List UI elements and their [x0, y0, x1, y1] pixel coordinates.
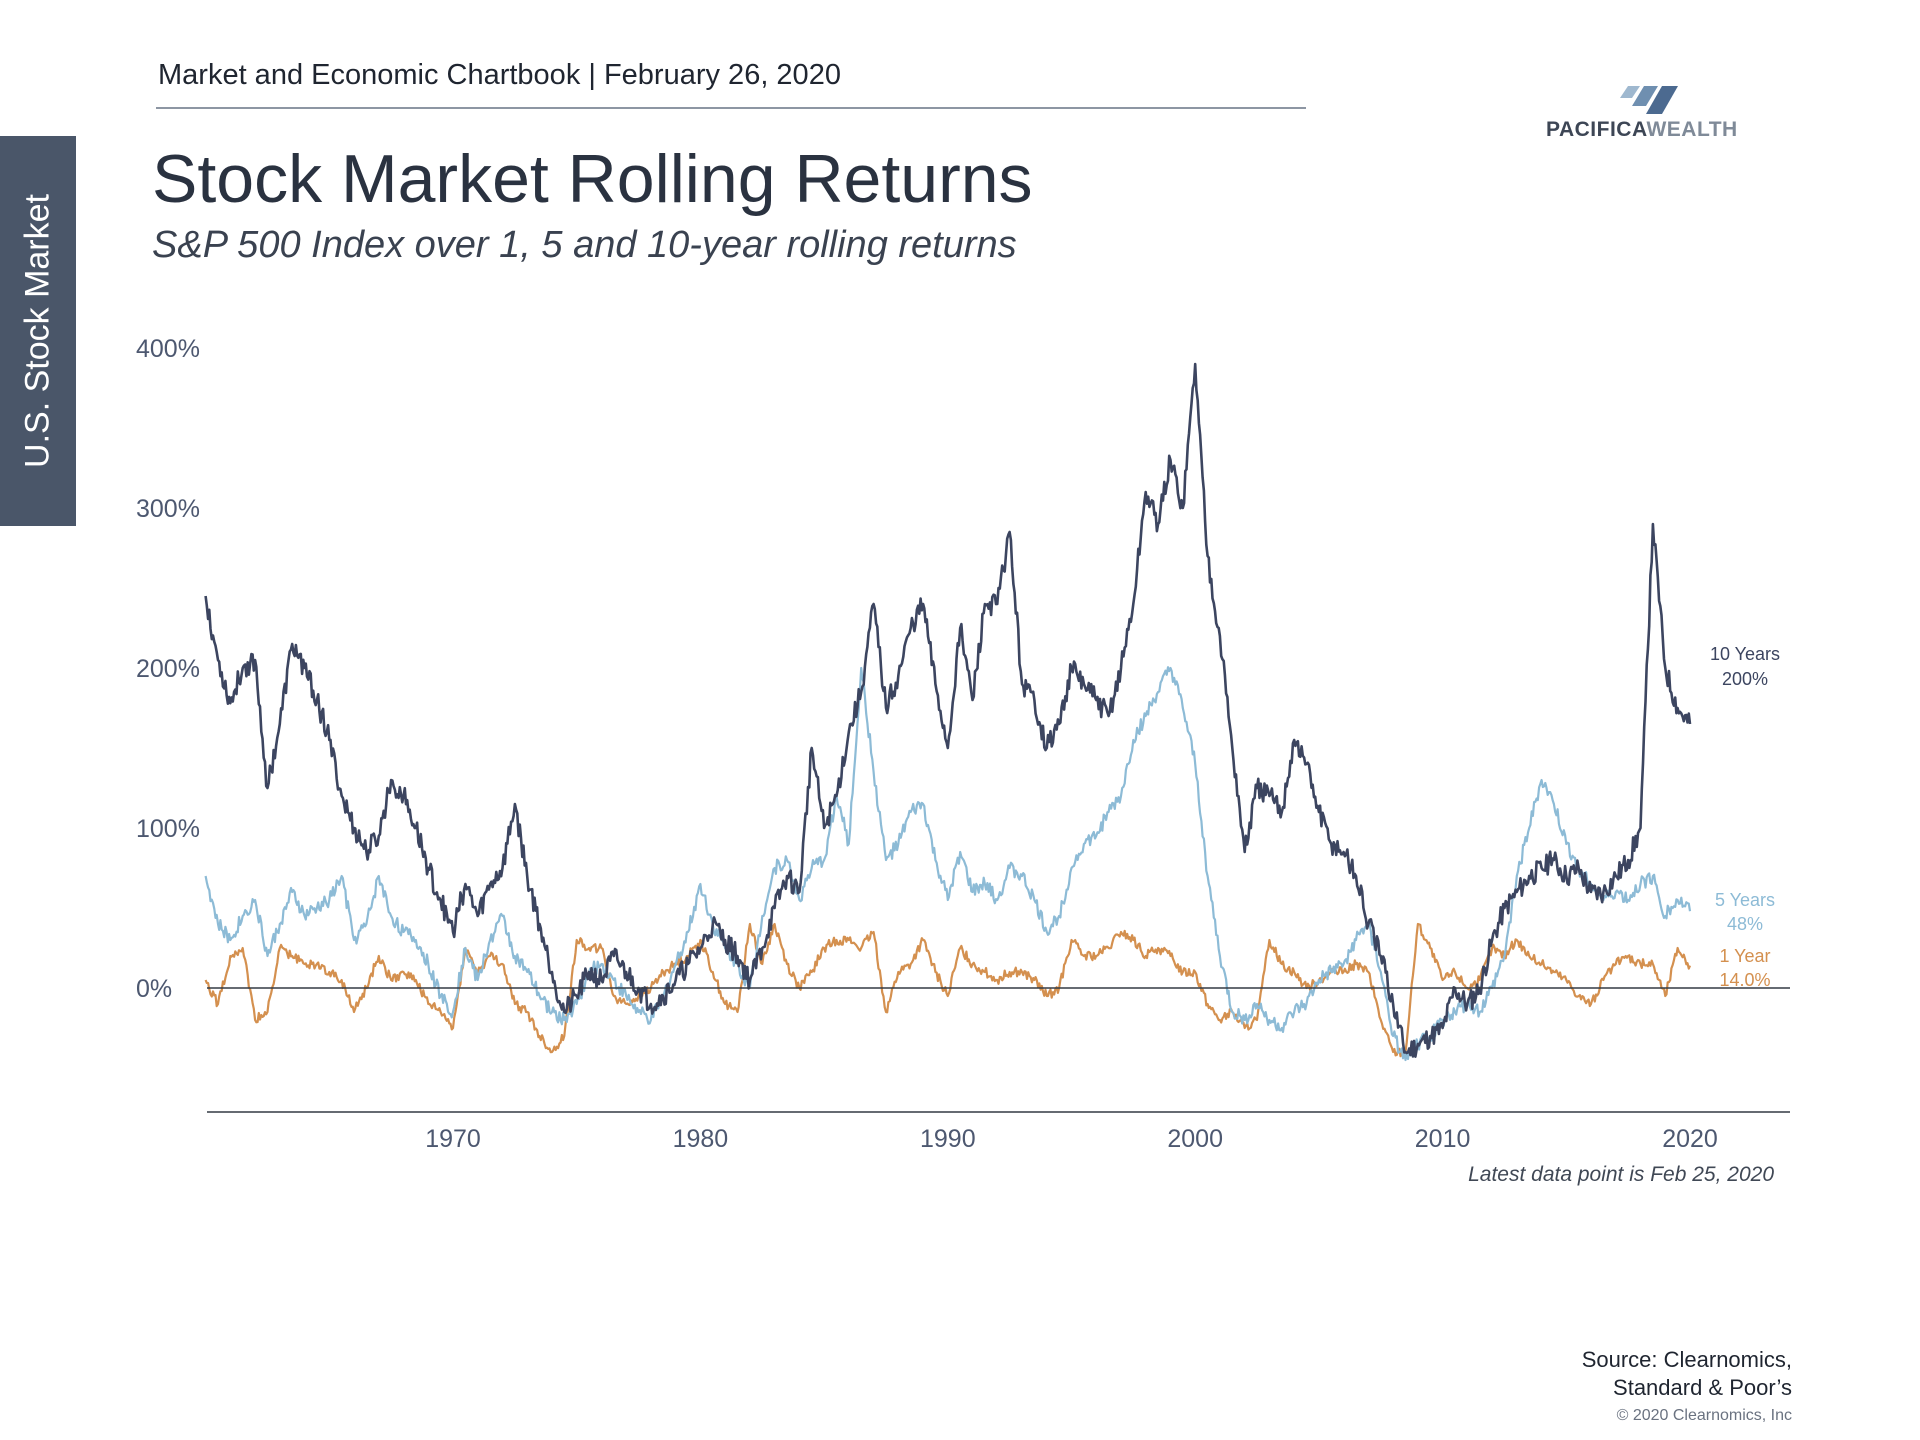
x-tick-label: 2000 [1167, 1125, 1223, 1153]
sidebar-tab [0, 136, 76, 526]
pacifica-logo-icon [1620, 86, 1678, 114]
y-tick-label: 300% [136, 495, 200, 523]
x-tick-label: 1970 [425, 1125, 481, 1153]
series-end-value-label: 200% [1722, 669, 1768, 689]
x-tick-label: 1990 [920, 1125, 976, 1153]
page-title: Stock Market Rolling Returns [152, 141, 1033, 217]
y-tick-label: 100% [136, 815, 200, 843]
series-end-value-label: 48% [1727, 914, 1763, 934]
y-tick-label: 0% [136, 975, 172, 1003]
logo-brand: PACIFICA [1546, 118, 1647, 141]
source-line-1: Source: Clearnomics, [1581, 1347, 1792, 1372]
source-line-2: Standard & Poor’s [1613, 1375, 1792, 1400]
series-name-label: 5 Years [1715, 890, 1775, 910]
y-tick-label: 200% [136, 655, 200, 683]
series-line-1-year [204, 922, 1692, 1058]
copyright-note: © 2020 Clearnomics, Inc [1616, 1407, 1792, 1424]
y-tick-label: 400% [136, 335, 200, 363]
series-line-10-years [204, 362, 1692, 1058]
logo-brand-accent: WEALTH [1646, 118, 1738, 141]
header-divider [156, 107, 1306, 109]
series-name-label: 1 Year [1719, 946, 1770, 966]
pacifica-logo-text: PACIFICAWEALTH [1546, 118, 1738, 142]
x-tick-label: 1980 [673, 1125, 729, 1153]
series-name-label: 10 Years [1710, 644, 1780, 664]
page-subtitle: S&P 500 Index over 1, 5 and 10-year roll… [152, 224, 1017, 266]
source-note: Source: Clearnomics, Standard & Poor’s [1582, 1346, 1792, 1402]
latest-data-footnote: Latest data point is Feb 25, 2020 [1468, 1163, 1774, 1186]
series-end-value-label: 14.0% [1719, 970, 1770, 990]
chartbook-header: Market and Economic Chartbook | February… [158, 59, 841, 91]
series-line-5-years [204, 666, 1692, 1062]
x-tick-label: 2020 [1662, 1125, 1718, 1153]
x-tick-label: 2010 [1415, 1125, 1471, 1153]
